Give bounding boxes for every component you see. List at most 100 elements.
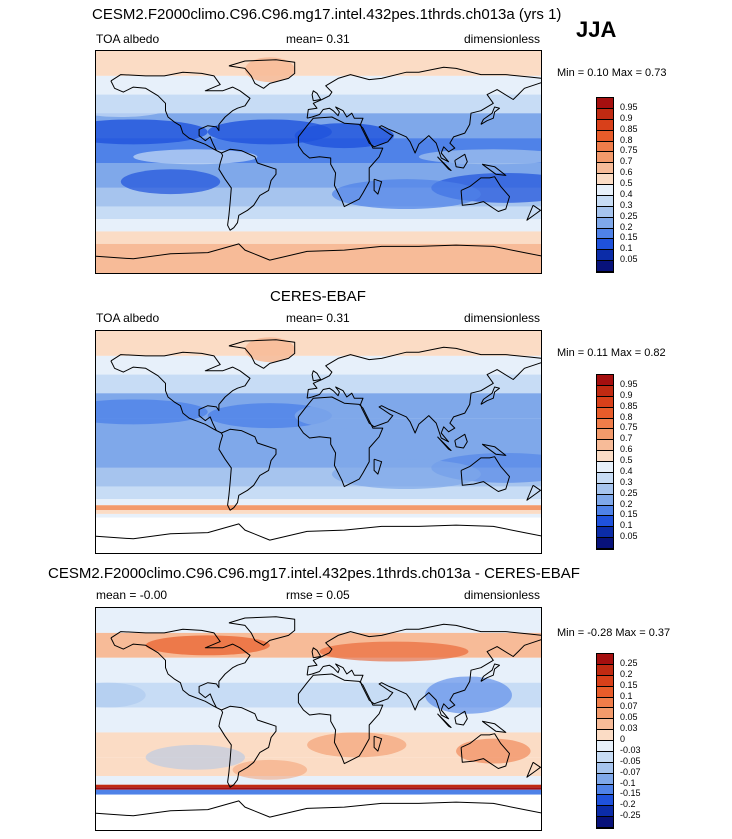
coastline [96, 800, 541, 818]
colorbar-label: -0.03 [620, 744, 641, 755]
colorbar-label: 0.4 [620, 188, 633, 199]
colorbar-label: 0.6 [620, 444, 633, 455]
coastline [481, 443, 507, 456]
coastline [526, 204, 541, 221]
colorbar-label: 0 [620, 734, 626, 744]
colorbar-swatch [597, 527, 613, 539]
coastline [110, 628, 251, 711]
field-blob [96, 682, 146, 708]
coastline [460, 733, 510, 769]
field-band [96, 486, 541, 499]
coastline [228, 339, 296, 369]
colorbar-swatch [597, 119, 613, 131]
coastline [311, 370, 322, 382]
map-field [96, 331, 541, 553]
colorbar-label: 0.5 [620, 455, 633, 465]
field-band [96, 219, 541, 232]
colorbar-label: 0.1 [620, 690, 633, 701]
colorbar-label: 0.15 [620, 679, 638, 690]
colorbar-swatch [597, 250, 613, 262]
coastline [110, 351, 251, 434]
coastline [306, 66, 541, 163]
field-blob [418, 149, 541, 165]
colorbar-swatch [597, 217, 613, 229]
colorbar-swatch [597, 418, 613, 430]
panel1-left-label: TOA albedo [96, 32, 160, 46]
field-blob [425, 676, 512, 714]
colorbar-label: 0.8 [620, 134, 633, 145]
colorbar-label: -0.25 [620, 810, 641, 821]
field-blob [294, 123, 394, 149]
coastline [228, 616, 296, 646]
colorbar-label: -0.05 [620, 755, 641, 766]
colorbar-swatch [597, 719, 613, 731]
coastline [480, 663, 500, 682]
coastline [480, 386, 500, 405]
field-band [96, 206, 541, 219]
field-band [96, 231, 541, 244]
coastline [460, 456, 510, 492]
colorbar-swatch [597, 505, 613, 517]
colorbar-swatch [597, 773, 613, 785]
field-band [96, 499, 541, 506]
colorbar-swatch [597, 708, 613, 720]
coastline [481, 720, 507, 733]
colorbar-swatch [597, 697, 613, 709]
panel2-center-label: mean= 0.31 [286, 311, 350, 325]
panel3-colorbar [596, 653, 614, 829]
colorbar-swatch [597, 396, 613, 408]
colorbar-swatch [597, 741, 613, 752]
field-band [96, 374, 541, 394]
season-label: JJA [576, 17, 617, 42]
coastline [96, 523, 541, 541]
colorbar-swatch [597, 806, 613, 818]
colorbar-swatch [597, 516, 613, 528]
colorbar-label: 0.3 [620, 476, 633, 487]
colorbar-swatch [597, 375, 613, 386]
colorbar-label: 0.3 [620, 199, 633, 210]
panel3-title: CESM2.F2000climo.C96.C96.mg17.intel.432p… [48, 565, 580, 582]
coastline [218, 148, 277, 231]
map-field [96, 51, 541, 273]
coastline [437, 436, 452, 451]
colorbar-label: 0.95 [620, 101, 638, 112]
colorbar-label: 0.6 [620, 167, 633, 178]
field-band [96, 51, 541, 76]
colorbar-swatch [597, 675, 613, 687]
panel1-map [95, 50, 542, 274]
colorbar-swatch [597, 239, 613, 251]
field-blob [120, 169, 221, 195]
panel3-left-label: mean = -0.00 [96, 588, 168, 602]
colorbar-swatch [597, 206, 613, 218]
field-blob [319, 641, 469, 662]
panel1-title: CESM2.F2000climo.C96.C96.mg17.intel.432p… [92, 6, 562, 23]
colorbar-label: 0.07 [620, 701, 638, 712]
colorbar-swatch [597, 440, 613, 452]
coastline [218, 428, 277, 511]
colorbar-label: 0.03 [620, 723, 638, 734]
panel2-title: CERES-EBAF [270, 288, 366, 305]
panel2-colorbar [596, 374, 614, 550]
colorbar-swatch [597, 130, 613, 142]
coastline [228, 59, 296, 89]
colorbar-swatch [597, 730, 613, 741]
coastline [96, 243, 541, 261]
colorbar-swatch [597, 152, 613, 164]
colorbar-label: 0.05 [620, 531, 638, 542]
panel3-minmax: Min = -0.28 Max = 0.37 [557, 627, 671, 639]
field-blob [294, 403, 394, 429]
colorbar-swatch [597, 494, 613, 506]
panel2-right-label: dimensionless [464, 311, 541, 325]
panel2-minmax: Min = 0.11 Max = 0.82 [557, 347, 666, 359]
field-blob [133, 149, 258, 165]
colorbar-label: 0.25 [620, 657, 638, 668]
coastline [373, 735, 383, 752]
colorbar-label: -0.15 [620, 788, 641, 799]
colorbar-swatch [597, 654, 613, 665]
colorbar-label: 0.5 [620, 178, 633, 188]
colorbar-swatch [597, 483, 613, 495]
colorbar-swatch [597, 385, 613, 397]
colorbar-label: 0.05 [620, 254, 638, 265]
coastline [311, 90, 322, 102]
colorbar-label: 0.7 [620, 433, 633, 444]
